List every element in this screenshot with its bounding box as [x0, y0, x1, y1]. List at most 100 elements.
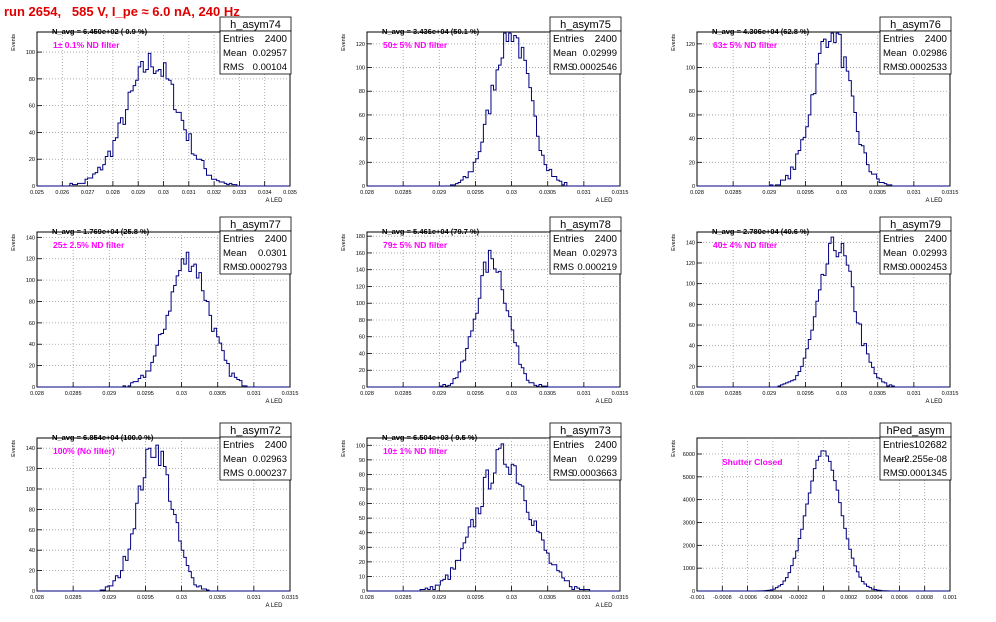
stats-value: 0.02963 — [253, 454, 287, 465]
y-tick-label: 0 — [32, 589, 35, 595]
y-tick-label: 20 — [689, 160, 695, 166]
y-tick-label: 20 — [29, 569, 35, 575]
y-tick-label: 100 — [686, 66, 695, 72]
x-axis-label: A LED — [925, 198, 943, 204]
x-tick-label: 0.028 — [30, 391, 44, 397]
x-tick-label: 0.0315 — [942, 391, 959, 397]
histogram-line — [367, 32, 620, 187]
navg-label: N_avg = 2.780e+04 (40.6 %) — [712, 227, 810, 236]
x-tick-label: 0.027 — [81, 190, 95, 196]
stats-box — [879, 436, 952, 481]
x-tick-label: -0.001 — [689, 595, 705, 601]
y-tick-label: 0 — [362, 184, 365, 190]
y-tick-label: 40 — [29, 548, 35, 554]
navg-label: N_avg = 4.306e+04 (62.8 %) — [712, 27, 810, 36]
navg-label: N_avg = 6.504e+03 ( 9.5 %) — [382, 433, 478, 442]
y-tick-label: 120 — [26, 467, 35, 473]
run-title: run 2654, 585 V, I_pe ≈ 6.0 nA, 240 Hz — [4, 4, 240, 19]
y-axis-label: Events — [341, 34, 347, 51]
y-tick-label: 60 — [359, 502, 365, 508]
histogram-name: h_asym79 — [890, 219, 941, 231]
x-tick-label: 0.028 — [360, 595, 374, 601]
histogram-panel: 0.028 0.0285 0.029 0.0295 0.03 0.0305 0.031 0.0… — [671, 216, 959, 405]
y-tick-label: 20 — [29, 364, 35, 370]
histogram-name: h_asym76 — [890, 19, 941, 31]
y-tick-label: 60 — [689, 323, 695, 329]
y-axis-label: Events — [671, 34, 677, 51]
stats-box — [219, 436, 292, 481]
x-tick-label: 0.029 — [762, 391, 776, 397]
histogram-name: h_asym77 — [230, 219, 281, 231]
x-tick-label: 0.0002 — [840, 595, 857, 601]
x-tick-label: 0.0295 — [797, 391, 814, 397]
y-tick-label: 60 — [29, 321, 35, 327]
x-tick-label: 0.0295 — [137, 391, 154, 397]
navg-label: N_avg = 3.436e+04 (50.1 %) — [382, 27, 480, 36]
y-tick-label: 20 — [359, 160, 365, 166]
stats-value: 0.02986 — [913, 48, 947, 59]
stats-label: Entries — [553, 234, 584, 245]
filter-note: 1± 0.1% ND filter — [53, 40, 120, 50]
x-tick-label: 0.0285 — [65, 595, 82, 601]
x-tick-label: 0.0285 — [725, 190, 742, 196]
x-tick-label: 0.0305 — [869, 391, 886, 397]
stats-label: RMS — [223, 262, 244, 273]
y-axis-label: Events — [341, 234, 347, 251]
stats-value: 2400 — [265, 234, 288, 245]
x-axis-label: A LED — [595, 603, 613, 609]
navg-label: N_avg = 6.854e+04 (100.0 %) — [52, 433, 154, 442]
y-tick-label: 140 — [686, 240, 695, 246]
x-axis-label: A LED — [595, 198, 613, 204]
stats-label: Mean — [553, 454, 577, 465]
x-axis-label: A LED — [265, 399, 283, 405]
x-tick-label: 0.0285 — [395, 190, 412, 196]
stats-value: 0.02999 — [583, 48, 617, 59]
x-tick-label: 0.025 — [30, 190, 44, 196]
x-tick-label: 0.033 — [233, 190, 247, 196]
stats-box — [219, 30, 292, 75]
x-tick-label: 0.0315 — [612, 595, 629, 601]
x-tick-label: 0.0315 — [612, 391, 629, 397]
x-tick-label: 0.0305 — [209, 595, 226, 601]
y-tick-label: 40 — [689, 344, 695, 350]
histogram-line — [37, 444, 290, 592]
x-tick-label: 0.031 — [907, 391, 921, 397]
histogram-line — [697, 236, 950, 388]
stats-value: 2400 — [265, 34, 288, 45]
histogram-line — [697, 450, 950, 592]
stats-box — [549, 436, 622, 481]
y-tick-label: 80 — [359, 472, 365, 478]
y-tick-label: 90 — [359, 458, 365, 464]
stats-value: 102682 — [914, 440, 948, 451]
y-tick-label: 60 — [689, 113, 695, 119]
x-tick-label: 0.034 — [258, 190, 272, 196]
x-axis-label: A LED — [265, 603, 283, 609]
x-tick-label: 0.028 — [690, 190, 704, 196]
x-tick-label: -0.0006 — [738, 595, 757, 601]
x-axis-label: A LED — [925, 399, 943, 405]
x-tick-label: 0.0006 — [891, 595, 908, 601]
x-tick-label: 0.031 — [577, 391, 591, 397]
y-tick-label: 140 — [356, 268, 365, 274]
x-tick-label: 0.03 — [836, 190, 847, 196]
x-tick-label: -0.0004 — [764, 595, 783, 601]
stats-value: 0.0002533 — [902, 62, 947, 73]
y-tick-label: 6000 — [683, 452, 695, 458]
x-tick-label: 0.03 — [506, 391, 517, 397]
x-tick-label: 0.032 — [207, 190, 221, 196]
y-tick-label: 40 — [689, 137, 695, 143]
x-tick-label: 0.0285 — [395, 595, 412, 601]
y-tick-label: 100 — [356, 301, 365, 307]
x-tick-label: 0.0285 — [395, 391, 412, 397]
y-tick-label: 0 — [362, 385, 365, 391]
stats-value: 0.0002546 — [572, 62, 617, 73]
stats-box — [879, 30, 952, 75]
stats-box — [219, 230, 292, 275]
y-tick-label: 80 — [689, 302, 695, 308]
x-tick-label: 0.031 — [907, 190, 921, 196]
histogram-panel: 0.028 0.0285 0.029 0.0295 0.03 0.0305 0.031 0.0… — [341, 16, 628, 204]
x-axis-label: A LED — [595, 399, 613, 405]
filter-note: 100% (No filter) — [53, 446, 115, 456]
x-tick-label: 0.029 — [102, 595, 116, 601]
x-tick-label: 0.031 — [182, 190, 196, 196]
